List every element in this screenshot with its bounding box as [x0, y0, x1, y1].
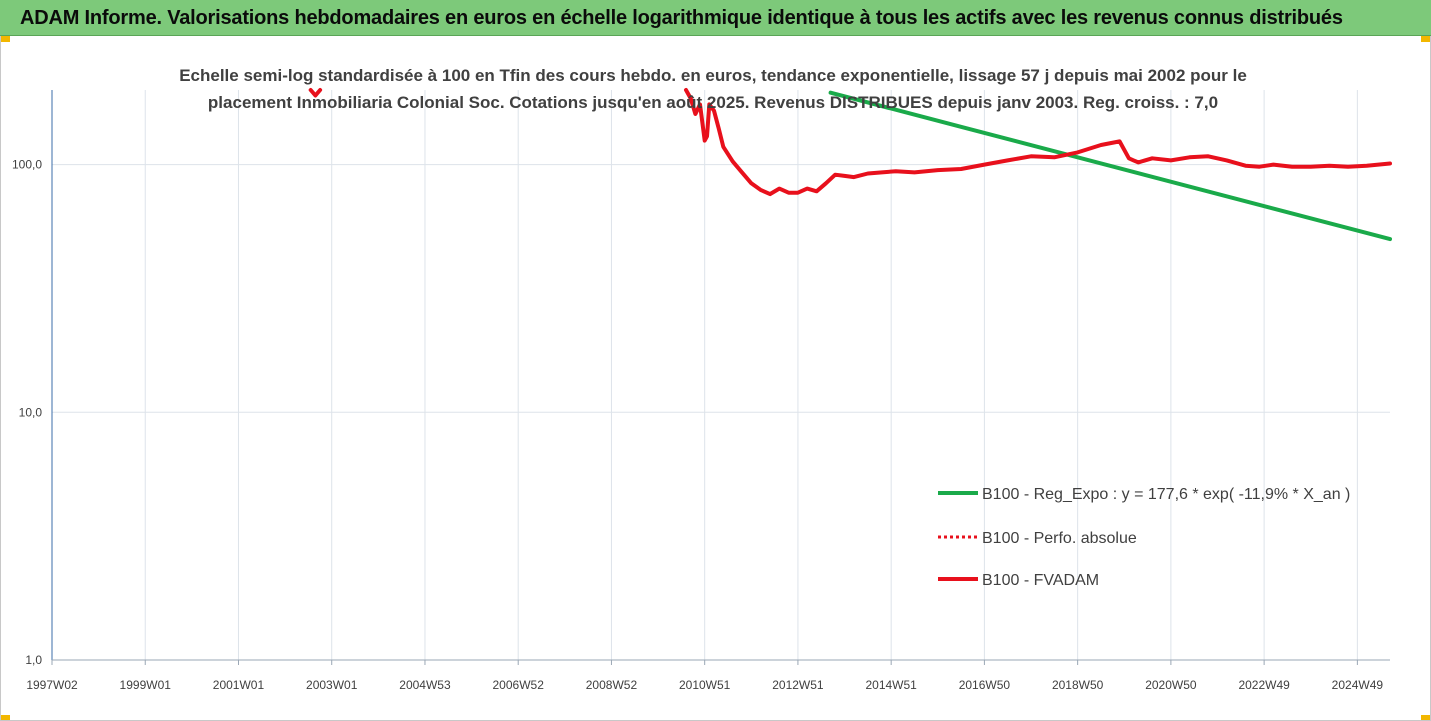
x-tick-label: 2020W50: [1145, 678, 1197, 692]
corner-mark-left: [0, 36, 10, 42]
x-tick-label: 2022W49: [1238, 678, 1290, 692]
legend: B100 - Reg_Expo : y = 177,6 * exp( -11,9…: [938, 486, 1350, 589]
corner-mark-bottom-right: [1421, 715, 1431, 721]
series-line-0: [828, 90, 1392, 242]
subtitle-line-1: Echelle semi-log standardisée à 100 en T…: [179, 66, 1247, 85]
x-tick-label: 1999W01: [120, 678, 172, 692]
legend-label: B100 - Perfo. absolue: [982, 530, 1137, 547]
page-title: ADAM Informe. Valorisations hebdomadaire…: [20, 7, 1343, 29]
series-line-1: [308, 88, 323, 98]
legend-label: B100 - FVADAM: [982, 572, 1099, 589]
x-tick-label: 2012W51: [772, 678, 824, 692]
corner-mark-bottom-left: [0, 715, 10, 721]
x-tick-label: 1997W02: [26, 678, 78, 692]
x-tick-label: 2016W50: [959, 678, 1011, 692]
x-tick-label: 2014W51: [865, 678, 917, 692]
series-layer: [308, 88, 1392, 242]
x-tick-label: 2010W51: [679, 678, 731, 692]
corner-mark-right: [1421, 36, 1431, 42]
x-tick-label: 2001W01: [213, 678, 265, 692]
legend-label: B100 - Reg_Expo : y = 177,6 * exp( -11,9…: [982, 486, 1350, 503]
x-tick-label: 2004W53: [399, 678, 451, 692]
x-tick-label: 2003W01: [306, 678, 358, 692]
subtitle-line-2: placement Inmobiliaria Colonial Soc. Cot…: [208, 93, 1218, 112]
y-tick-label: 100,0: [12, 158, 42, 172]
x-tick-label: 2008W52: [586, 678, 638, 692]
chart-subtitle: Echelle semi-log standardisée à 100 en T…: [179, 66, 1247, 112]
y-tick-label: 10,0: [19, 405, 43, 419]
x-tick-label: 2018W50: [1052, 678, 1104, 692]
axes: 1997W02 1999W01 2001W01 2003W01 2004W53 2006W…: [12, 90, 1390, 692]
y-tick-label: 1,0: [25, 653, 42, 667]
x-tick-label: 2024W49: [1332, 678, 1384, 692]
title-banner: ADAM Informe. Valorisations hebdomadaire…: [0, 0, 1431, 36]
grid-lines: [52, 90, 1390, 661]
x-tick-label: 2006W52: [493, 678, 545, 692]
series-line-2: [684, 88, 1392, 197]
